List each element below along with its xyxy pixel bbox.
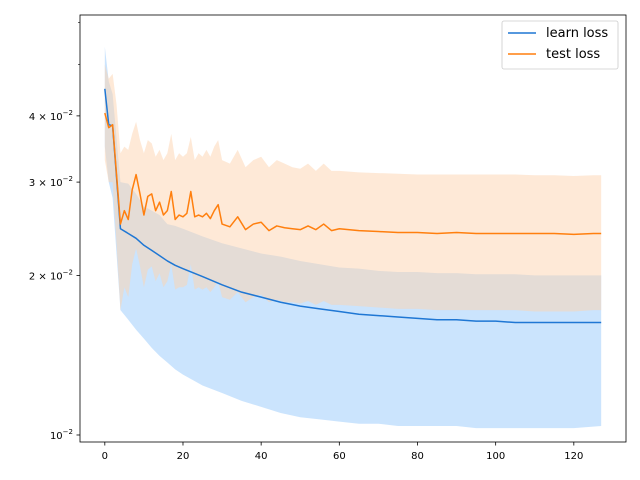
y-tick-label: 3 × 10−2 — [29, 175, 73, 189]
y-tick-label: 10−2 — [50, 428, 73, 442]
y-axis: 10−2 2 × 10−2 3 × 10−2 4 × 10−2 — [29, 22, 80, 442]
y-tick-label: 2 × 10−2 — [29, 268, 73, 282]
legend-label-learn-loss: learn loss — [546, 26, 608, 41]
x-tick-label: 0 — [102, 451, 108, 462]
x-tick-label: 120 — [564, 451, 583, 462]
legend: learn loss test loss — [501, 20, 619, 70]
x-axis: 0 20 40 60 80 100 120 — [102, 442, 583, 462]
test-loss-band — [104, 64, 602, 312]
x-tick-label: 20 — [177, 451, 190, 462]
y-tick-label: 4 × 10−2 — [29, 109, 73, 123]
x-tick-label: 100 — [486, 451, 505, 462]
x-tick-label: 40 — [255, 451, 268, 462]
x-tick-label: 80 — [411, 451, 424, 462]
x-tick-label: 60 — [333, 451, 346, 462]
test-loss-line — [104, 112, 602, 236]
series-lines — [104, 88, 602, 324]
confidence-bands — [104, 46, 602, 429]
learn-loss-band — [104, 46, 602, 429]
legend-label-test-loss: test loss — [546, 47, 600, 62]
learn-loss-line — [104, 88, 602, 324]
plot-frame — [79, 14, 627, 443]
